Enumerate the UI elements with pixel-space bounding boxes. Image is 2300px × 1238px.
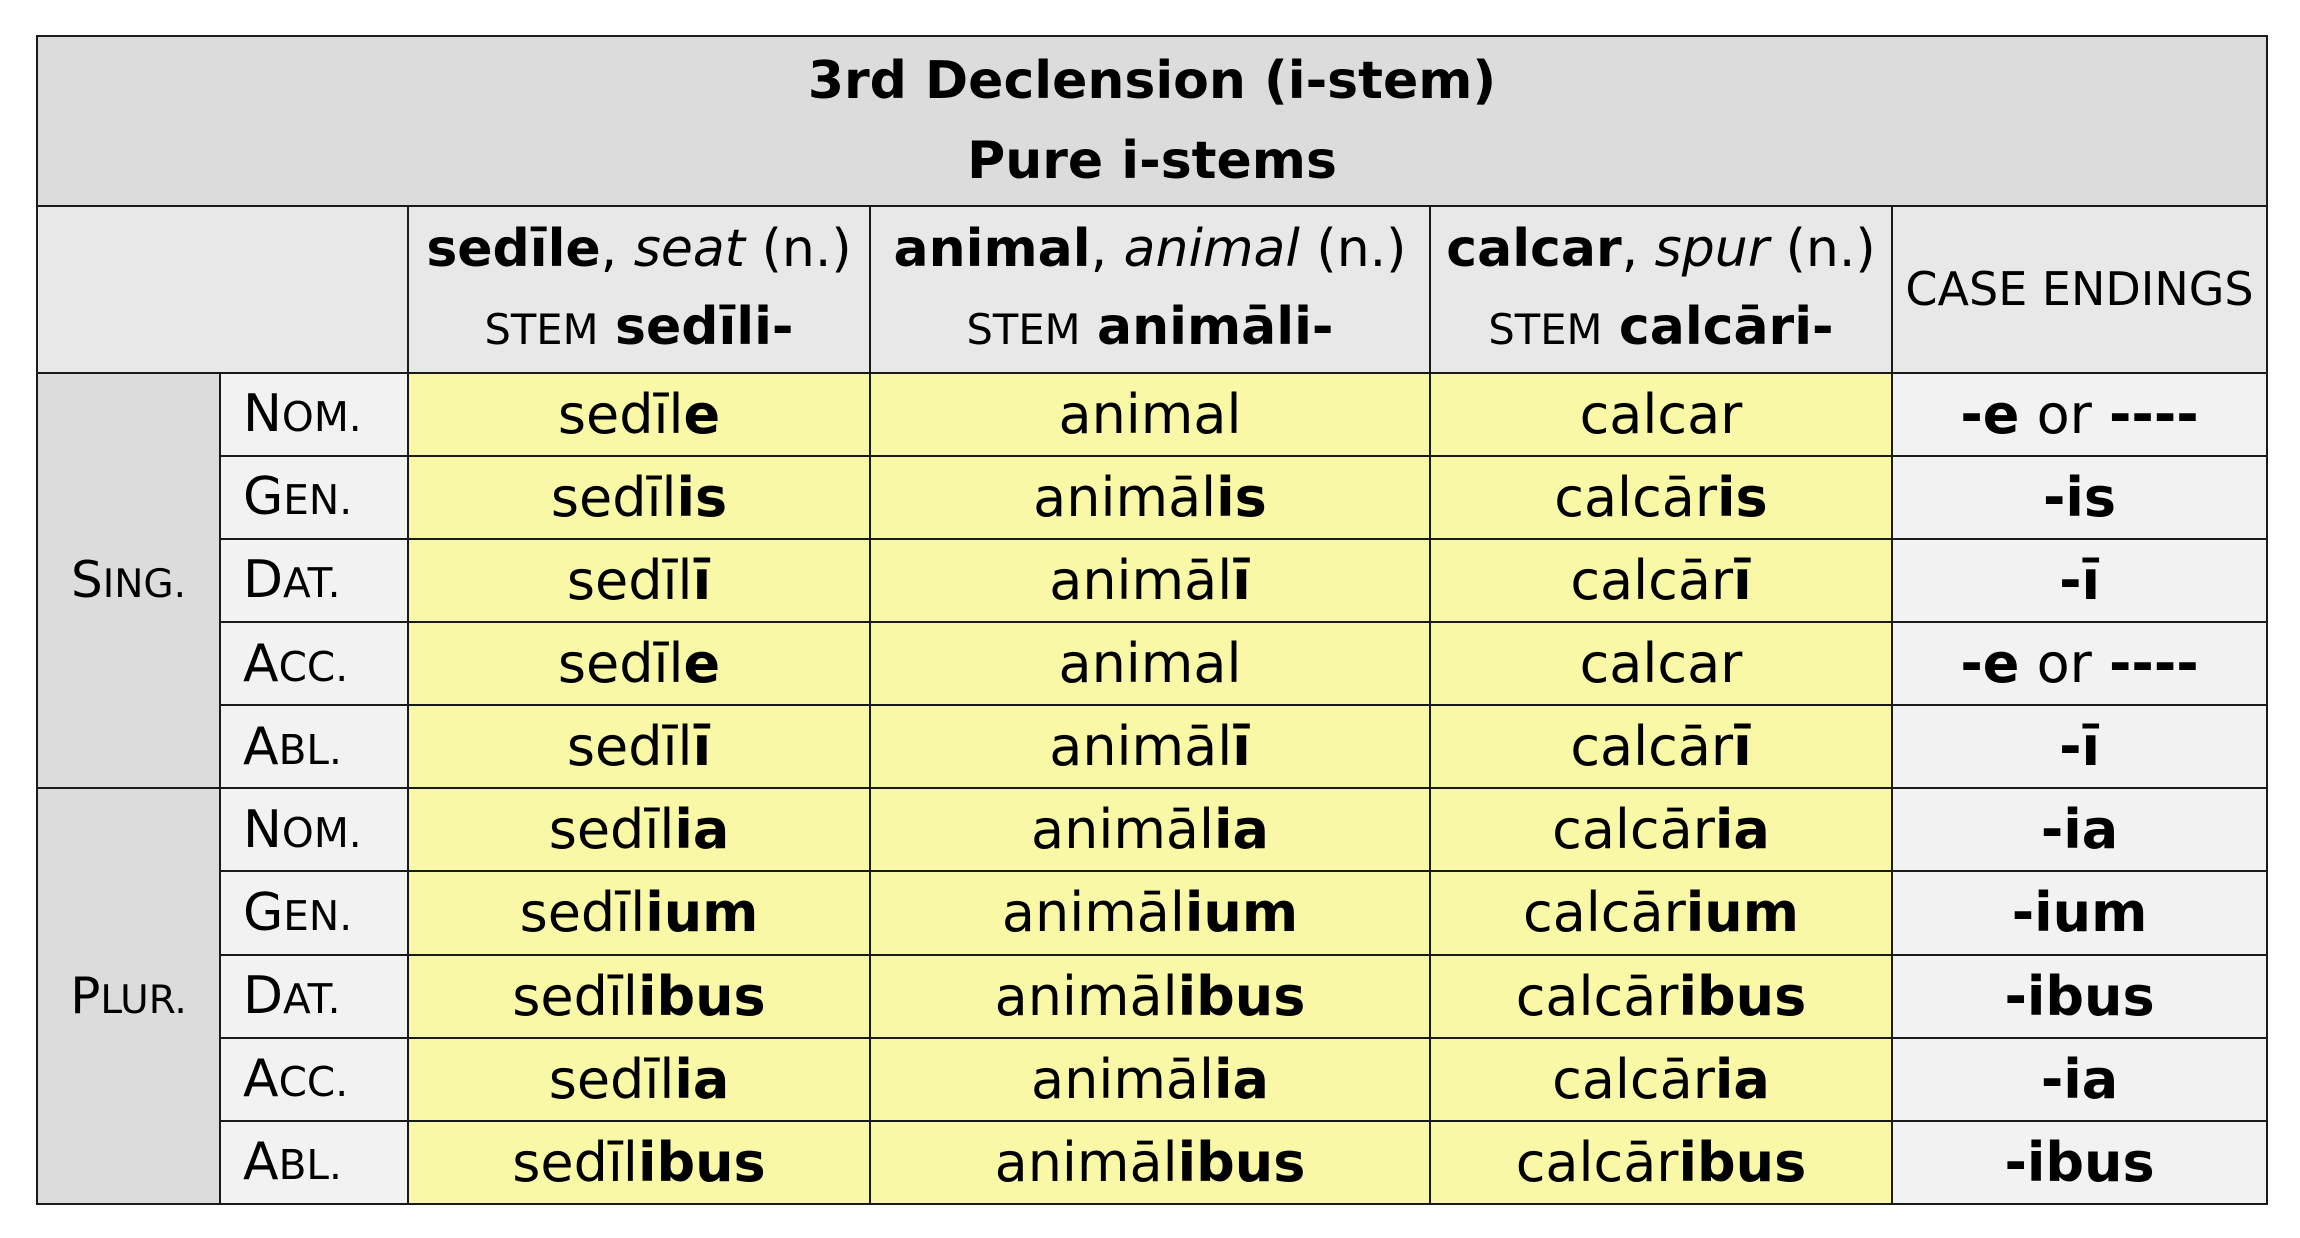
ending-cell: -ia	[1890, 1036, 2269, 1122]
column-header-sedile: sedīle, seat (n.) STEM sedīli-	[407, 205, 871, 374]
gloss: spur	[1654, 218, 1770, 279]
ending-cell: -is	[1890, 454, 2269, 540]
case-label-gen: GEN.	[219, 870, 409, 956]
case-label-gen: GEN.	[219, 454, 409, 540]
case-label-abl: ABL.	[219, 1119, 409, 1206]
form-cell: calcar	[1429, 620, 1893, 707]
case-label-dat: DAT.	[219, 537, 409, 623]
lemma: animal	[893, 218, 1091, 279]
form-cell: sedīlia	[407, 787, 871, 873]
form-cell: animālium	[869, 870, 1431, 956]
case-label-nom: NOM.	[219, 371, 409, 457]
form-cell: calcārī	[1429, 704, 1893, 790]
case-endings-header: CASE ENDINGS	[1890, 205, 2269, 374]
form-cell: animālibus	[869, 953, 1431, 1039]
column-header-calcar: calcar, spur (n.) STEM calcāri-	[1429, 205, 1893, 374]
gender: (n.)	[1785, 218, 1876, 279]
gender: (n.)	[1316, 218, 1407, 279]
stem: sedīli-	[615, 296, 794, 357]
ending-cell: -e or ----	[1890, 620, 2269, 707]
form-cell: sedīle	[407, 620, 871, 707]
form-cell: sedīlibus	[407, 953, 871, 1039]
gloss: animal	[1123, 218, 1300, 279]
stem-label: STEM	[966, 304, 1081, 354]
ending-cell: -ibus	[1890, 1119, 2269, 1206]
number-label-plural: PLUR.	[36, 787, 221, 1205]
table-title: 3rd Declension (i-stem) Pure i-stems	[35, 34, 2269, 208]
form-cell: sedīlia	[407, 1036, 871, 1122]
form-cell: calcārium	[1429, 870, 1893, 956]
title-line1: 3rd Declension (i-stem)	[807, 51, 1497, 112]
stem: calcāri-	[1618, 296, 1834, 357]
form-cell: sedīlium	[407, 870, 871, 956]
form-cell: sedīlī	[407, 704, 871, 790]
form-cell: animālibus	[869, 1119, 1431, 1206]
form-cell: sedīle	[407, 371, 871, 457]
form-cell: animālī	[869, 537, 1431, 623]
stem-label: STEM	[484, 304, 599, 354]
gloss: seat	[633, 218, 746, 279]
form-cell: sedīlis	[407, 454, 871, 540]
form-cell: calcāribus	[1429, 953, 1893, 1039]
form-cell: calcāria	[1429, 1036, 1893, 1122]
ending-cell: -ibus	[1890, 953, 2269, 1039]
case-label-nom: NOM.	[219, 787, 409, 873]
form-cell: animal	[869, 371, 1431, 457]
gender: (n.)	[761, 218, 852, 279]
form-cell: calcāribus	[1429, 1119, 1893, 1206]
form-cell: calcāria	[1429, 787, 1893, 873]
form-cell: animal	[869, 620, 1431, 707]
declension-table: 3rd Declension (i-stem) Pure i-stems sed…	[35, 34, 2269, 1206]
column-header-animal: animal, animal (n.) STEM animāli-	[869, 205, 1431, 374]
stem-label: STEM	[1488, 304, 1603, 354]
ending-cell: -ī	[1890, 704, 2269, 790]
form-cell: sedīlibus	[407, 1119, 871, 1206]
title-line2: Pure i-stems	[967, 131, 1337, 192]
form-cell: animālī	[869, 704, 1431, 790]
form-cell: animālia	[869, 1036, 1431, 1122]
ending-cell: -ium	[1890, 870, 2269, 956]
number-label-singular: SING.	[36, 371, 221, 790]
form-cell: sedīlī	[407, 537, 871, 623]
case-label-acc: ACC.	[219, 620, 409, 707]
form-cell: animālis	[869, 454, 1431, 540]
case-label-dat: DAT.	[219, 953, 409, 1039]
lemma: sedīle	[426, 218, 601, 279]
ending-cell: -ī	[1890, 537, 2269, 623]
case-label-abl: ABL.	[219, 704, 409, 790]
ending-cell: -e or ----	[1890, 371, 2269, 457]
form-cell: calcar	[1429, 371, 1893, 457]
form-cell: calcārī	[1429, 537, 1893, 623]
ending-cell: -ia	[1890, 787, 2269, 873]
form-cell: animālia	[869, 787, 1431, 873]
stem: animāli-	[1097, 296, 1334, 357]
form-cell: calcāris	[1429, 454, 1893, 540]
case-label-acc: ACC.	[219, 1036, 409, 1122]
lemma: calcar	[1446, 218, 1622, 279]
corner-cell	[36, 205, 409, 374]
